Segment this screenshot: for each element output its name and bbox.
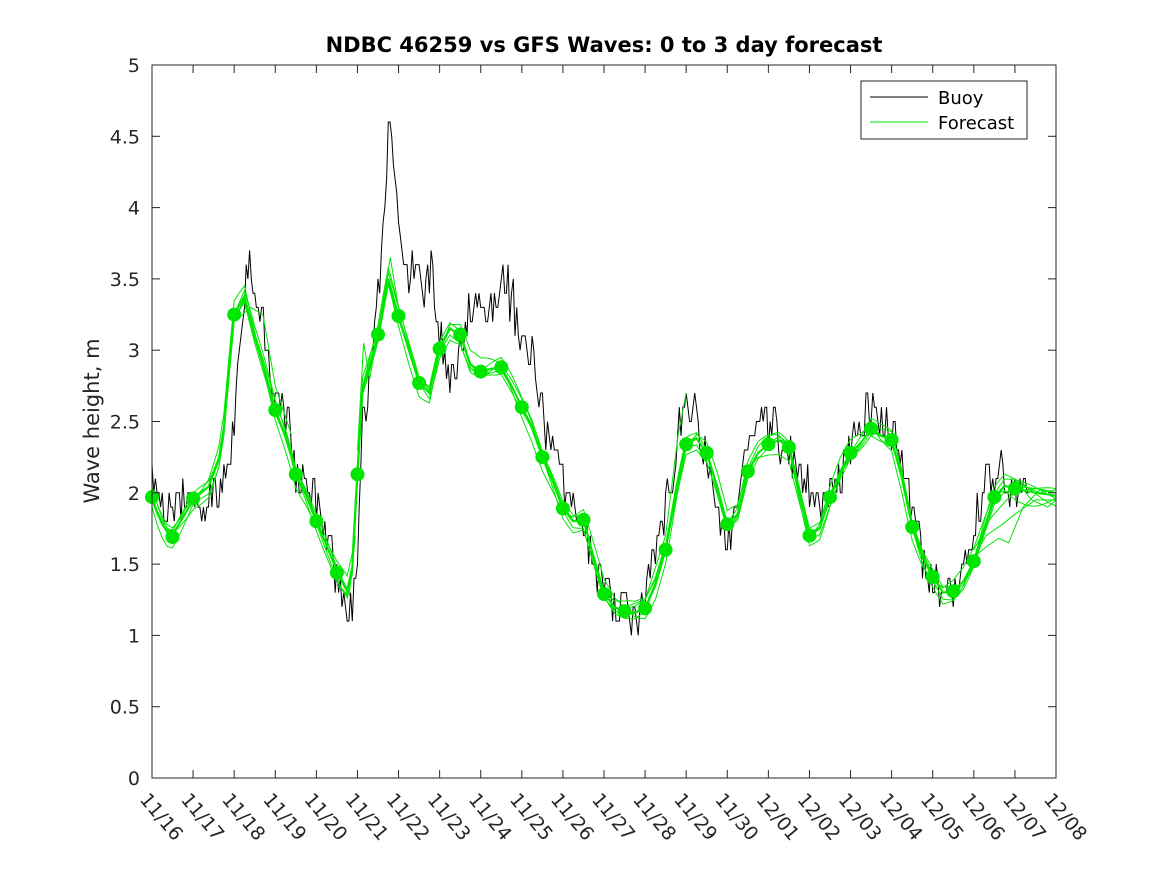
forecast-marker [966,554,981,569]
forecast-marker [453,327,468,342]
chart-title: NDBC 46259 vs GFS Waves: 0 to 3 day fore… [326,33,883,57]
forecast-marker [597,587,611,601]
x-tick-label: 11/18 [217,789,269,845]
x-tick-label: 11/21 [341,789,393,845]
legend-box [860,80,1028,140]
forecast-run-a [624,392,687,608]
forecast-marker [288,467,303,482]
forecast-marker [781,440,796,455]
forecast-marker [843,445,858,460]
legend-forecast-label: Forecast [938,113,1014,134]
x-tick-label: 11/29 [669,789,721,845]
forecast-marker [412,376,427,390]
x-tick-label: 11/16 [135,789,187,845]
forecast-run-c [973,489,1057,558]
y-tick-label: 3 [128,340,140,362]
forecast-marker [494,360,509,375]
x-tick-label: 11/19 [258,789,310,845]
forecast-marker [720,517,735,532]
forecast-marker [576,512,591,527]
forecast-marker [946,584,961,599]
forecast-marker [350,467,365,482]
x-tick-label: 12/01 [752,789,804,845]
forecast-marker [638,601,653,616]
x-tick-label: 11/27 [587,789,639,845]
y-tick-label: 0 [128,768,140,790]
forecast-marker [309,514,324,529]
x-tick-label: 12/04 [875,789,927,845]
y-tick-label: 4 [128,198,140,220]
y-tick-label: 2.5 [110,412,140,434]
forecast-marker [268,403,283,418]
x-tick-label: 11/26 [546,789,598,845]
x-tick-label: 11/20 [300,789,352,845]
forecast-marker [884,433,899,447]
y-tick-label: 5 [128,55,140,77]
forecast-marker [391,309,406,323]
forecast-run-d [973,499,1056,558]
y-tick-label: 1 [128,625,140,647]
forecast-marker [761,437,776,452]
x-tick-label: 11/23 [423,789,475,845]
forecast-marker [740,464,755,479]
x-tick-label: 11/28 [628,789,680,845]
x-tick-label: 12/08 [1039,789,1091,845]
forecast-marker [617,604,632,619]
forecast-marker [165,530,180,544]
forecast-marker [432,341,447,356]
forecast-marker [864,421,879,436]
forecast-marker [987,490,1002,505]
forecast-marker [925,569,940,584]
forecast-run-h [1014,478,1057,508]
y-tick-label: 0.5 [110,697,140,719]
y-axis-label: Wave height, m [80,338,104,503]
forecast-run-b [357,257,399,451]
x-tick-label: 12/07 [998,789,1050,845]
forecast-series-line [151,282,1057,620]
forecast-marker [823,490,837,505]
x-tick-label: 11/17 [176,789,228,845]
y-tick-label: 4.5 [110,126,140,148]
forecast-marker [227,307,242,322]
x-tick-label: 12/06 [957,789,1009,845]
x-tick-label: 12/02 [793,789,845,845]
forecast-marker [1007,481,1022,496]
y-tick-label: 1.5 [110,554,140,576]
forecast-run-f [233,306,293,436]
plot-area [152,65,1056,778]
legend: Buoy Forecast [860,80,1028,140]
x-tick-label: 12/05 [916,789,968,845]
forecast-marker [555,501,570,516]
y-tick-label: 2 [128,483,140,505]
x-tick-label: 12/03 [834,789,886,845]
y-tick-label: 3.5 [110,269,140,291]
forecast-run-g [336,535,356,597]
forecast-marker [329,565,344,580]
x-tick-label: 11/24 [464,789,516,845]
legend-buoy-label: Buoy [938,88,984,109]
x-tick-label: 11/25 [505,789,557,845]
forecast-marker [371,327,385,342]
forecast-marker [186,491,201,506]
forecast-marker [535,450,550,465]
forecast-marker [699,445,714,460]
forecast-marker [802,528,817,543]
x-tick-label: 11/22 [382,789,434,845]
forecast-marker [473,364,488,379]
x-tick-label: 11/30 [710,789,762,845]
forecast-marker [905,520,920,534]
forecast-marker [679,437,694,452]
forecast-marker [658,542,673,557]
forecast-marker [514,400,529,415]
